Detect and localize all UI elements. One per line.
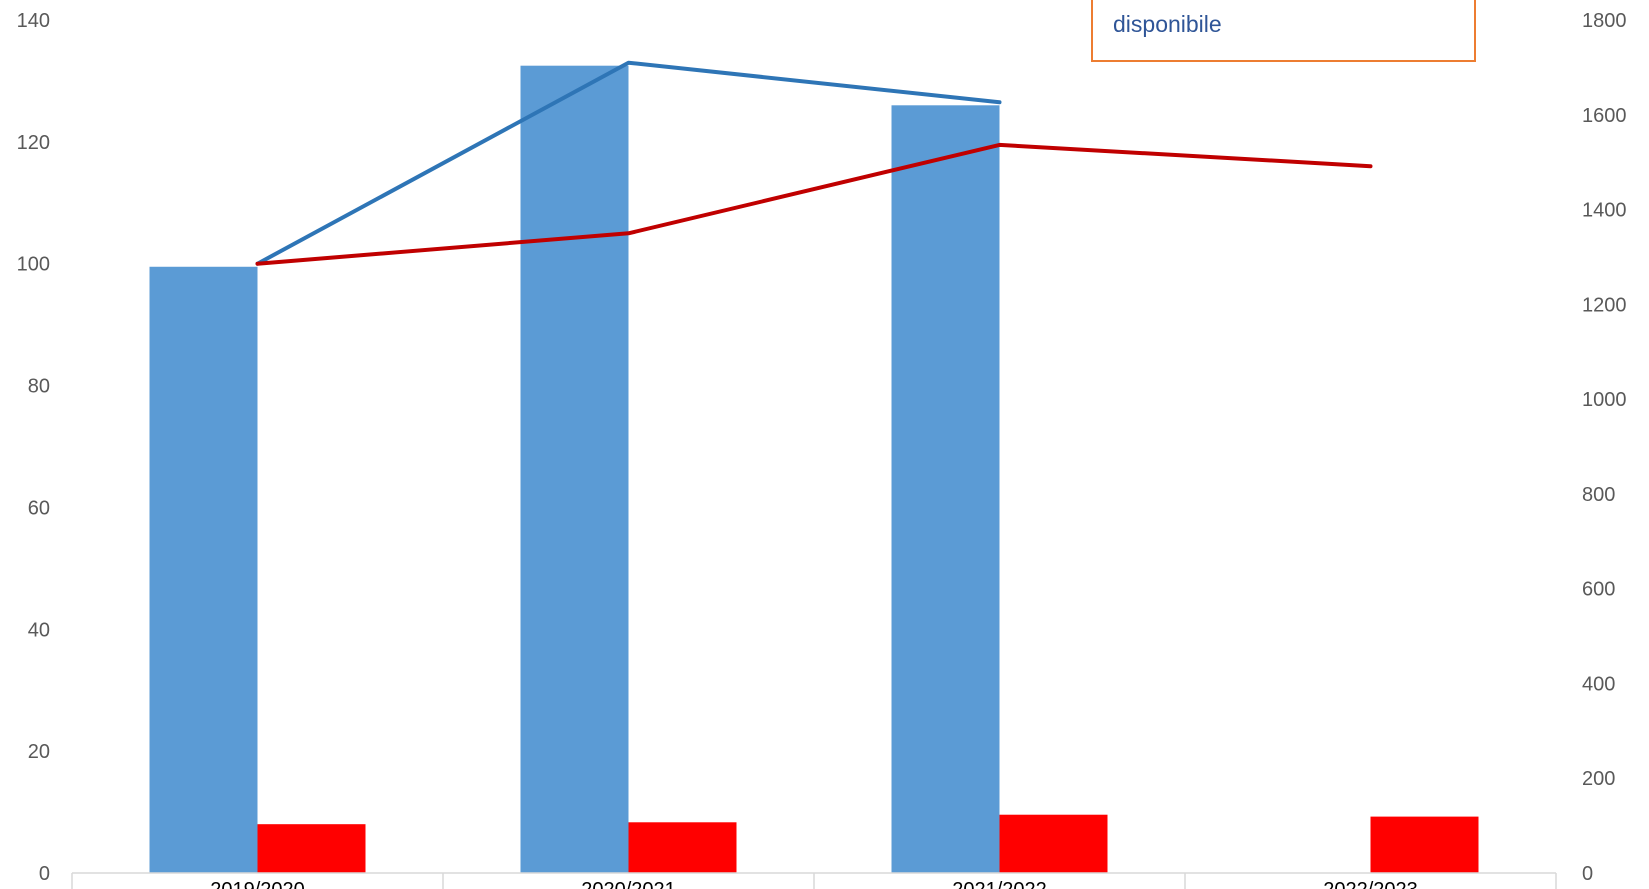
right-tick-label: 600 [1582, 579, 1615, 601]
lines [255, 60, 1373, 266]
annotation-line-2: disponibile [1113, 11, 1222, 37]
bars [149, 65, 1479, 874]
annotation-box: in Italia non è al momento disponibile [1091, 0, 1476, 62]
left-tick-label: 60 [28, 497, 50, 519]
right-tick-label: 200 [1582, 768, 1615, 790]
bar-series-2-2019/2020 [257, 824, 366, 873]
left-tick-label: 20 [28, 741, 50, 763]
right-tick-label: 1000 [1582, 389, 1627, 411]
right-tick-label: 1600 [1582, 105, 1627, 127]
right-tick-label: 1200 [1582, 294, 1627, 316]
left-tick-label: 140 [17, 10, 50, 32]
category-label: 2020/2021 [581, 879, 676, 889]
right-tick-label: 400 [1582, 673, 1615, 695]
x-axis: 2019/2020 2020/2021 2021/2022 2022/2023 [71, 872, 1557, 889]
bar-series-2-2020/2021 [628, 822, 737, 873]
right-tick-label: 1400 [1582, 200, 1627, 222]
left-tick-label: 40 [28, 619, 50, 641]
left-tick-label: 80 [28, 376, 50, 398]
left-tick-label: 0 [39, 863, 50, 885]
right-tick-label: 800 [1582, 484, 1615, 506]
right-tick-label: 1800 [1582, 10, 1627, 32]
right-axis-ticks: 0 200 400 600 800 1000 1200 1400 1600 1800 [1582, 10, 1627, 885]
bar-series-2-2022/2023 [1370, 816, 1479, 873]
left-tick-label: 120 [17, 132, 50, 154]
bar-series-1-2021/2022 [891, 105, 1000, 874]
category-label: 2019/2020 [210, 879, 305, 889]
line-series-2 [255, 142, 1373, 266]
bar-series-1-2019/2020 [149, 266, 258, 873]
category-label: 2022/2023 [1323, 879, 1418, 889]
left-axis-ticks: 0 20 40 60 80 100 120 140 [17, 10, 50, 885]
category-label: 2021/2022 [952, 879, 1047, 889]
line-series-1 [255, 60, 1002, 266]
right-tick-label: 0 [1582, 863, 1593, 885]
annotation-line-1: in Italia non è al momento [1113, 0, 1454, 8]
bar-series-2-2021/2022 [999, 814, 1108, 873]
bar-series-1-2020/2021 [520, 65, 629, 874]
left-tick-label: 100 [17, 254, 50, 276]
